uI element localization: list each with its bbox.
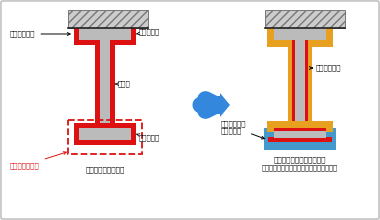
Bar: [267, 28, 333, 47]
Bar: [95, 40, 115, 128]
Bar: [68, 120, 142, 154]
Text: 鎹押えが不要: 鎹押えが不要: [309, 65, 342, 71]
Bar: [274, 128, 326, 131]
Bar: [79, 28, 131, 40]
Bar: [292, 40, 308, 128]
Text: 従来工法（粒状綿）: 従来工法（粒状綿）: [86, 166, 125, 173]
Text: ロックウール
フェルト巻: ロックウール フェルト巻: [220, 120, 264, 139]
Bar: [68, 10, 148, 28]
Bar: [274, 28, 326, 31]
Text: 施工難度（高）: 施工難度（高）: [10, 152, 66, 169]
Bar: [268, 137, 332, 142]
Bar: [288, 40, 312, 128]
Text: ハイブリッド耐火被覆工法: ハイブリッド耐火被覆工法: [274, 156, 326, 163]
Bar: [274, 28, 326, 40]
Bar: [267, 121, 333, 132]
Bar: [264, 128, 336, 150]
Bar: [79, 128, 131, 140]
Bar: [295, 40, 305, 128]
Text: 鎹押えが必要: 鎹押えが必要: [10, 31, 70, 37]
Bar: [74, 28, 136, 45]
Bar: [274, 128, 326, 138]
Text: ウェブ: ウェブ: [115, 81, 131, 87]
Text: （ロックウールフェルト＋高耐熱粒状綿）: （ロックウールフェルト＋高耐熱粒状綿）: [262, 164, 338, 170]
Text: 上フランジ: 上フランジ: [136, 29, 160, 35]
FancyArrow shape: [198, 93, 230, 117]
Text: 下フランジ: 下フランジ: [136, 134, 160, 141]
Bar: [265, 10, 345, 28]
Bar: [74, 123, 136, 145]
Bar: [100, 40, 110, 128]
